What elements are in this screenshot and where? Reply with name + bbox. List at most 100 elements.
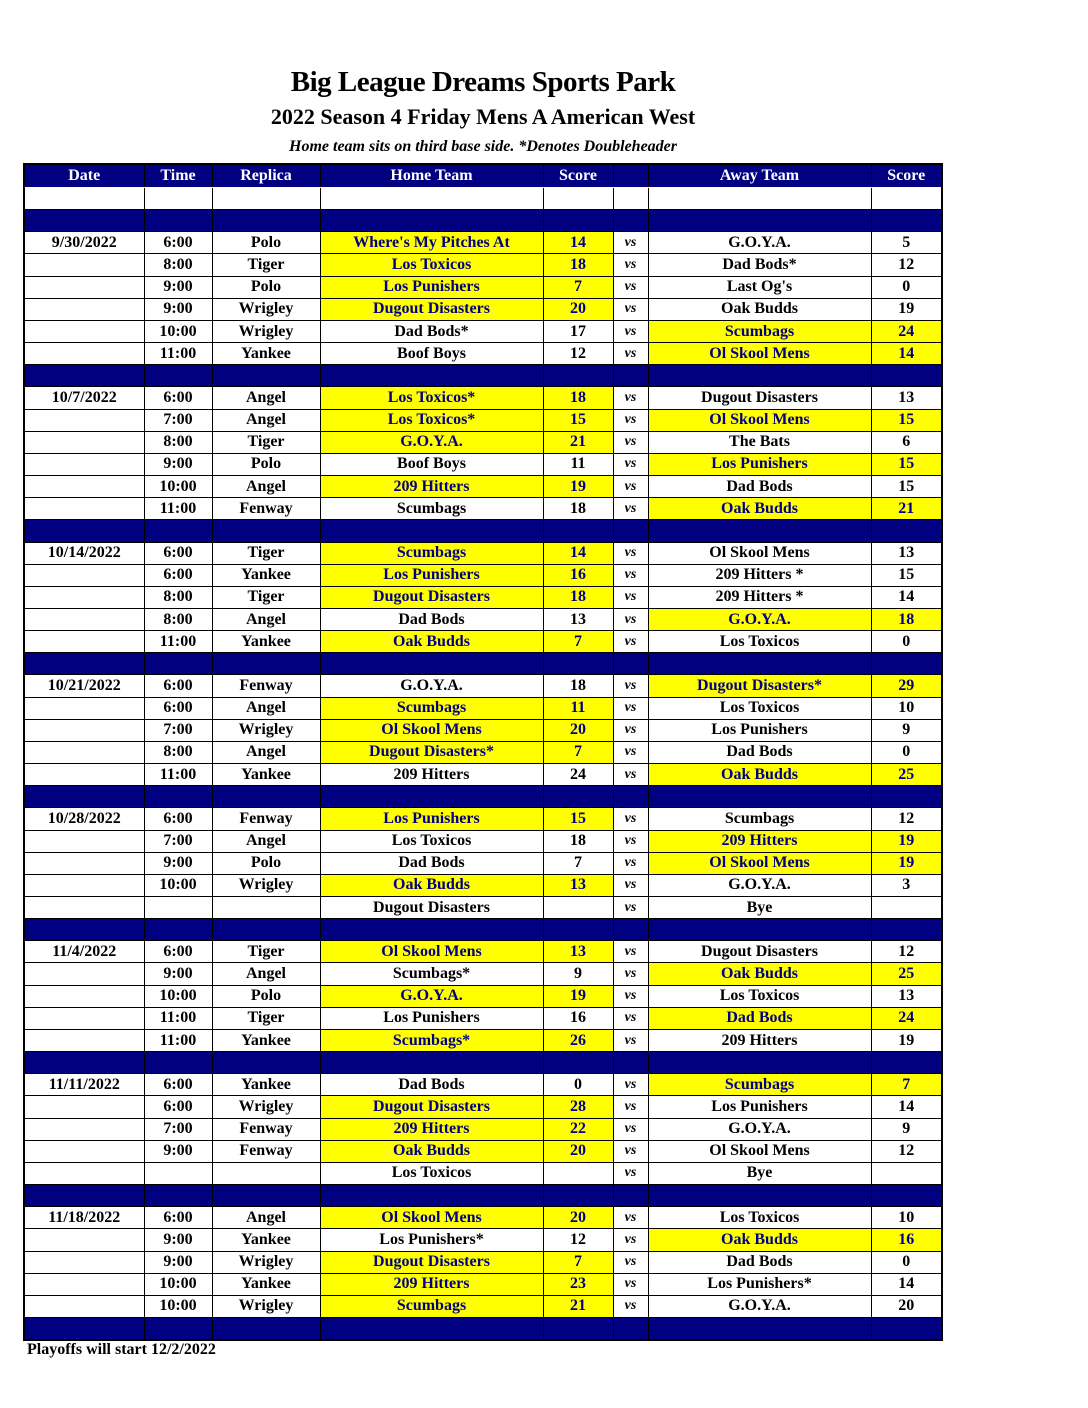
away-team-cell: Los Punishers — [647, 1095, 872, 1119]
vs-cell: vs — [612, 1272, 649, 1296]
date-cell — [23, 1095, 145, 1119]
empty-cell — [612, 186, 649, 211]
away-score-cell: 6 — [870, 430, 943, 454]
replica-cell: Angel — [211, 475, 321, 499]
replica-cell: Angel — [211, 696, 321, 720]
replica-cell: Yankee — [211, 1228, 321, 1252]
home-team-cell: Where's My Pitches At — [319, 231, 544, 255]
game-row: 6:00 Wrigley Dugout Disasters 28 vs Los Punis… — [23, 1095, 943, 1119]
empty-cell — [319, 785, 544, 809]
empty-cell — [647, 519, 872, 543]
game-row: 7:00 Angel Los Toxicos 18 vs 209 Hitters 19 — [23, 829, 943, 853]
home-team-cell: Los Punishers* — [319, 1228, 544, 1252]
home-team-cell: Oak Budds — [319, 873, 544, 898]
replica-cell: Tiger — [211, 430, 321, 454]
home-score-cell: 20 — [542, 1206, 614, 1230]
away-team-cell: 209 Hitters * — [647, 585, 872, 609]
replica-cell: Angel — [211, 386, 321, 410]
replica-cell: Tiger — [211, 253, 321, 277]
replica-cell: Tiger — [211, 940, 321, 964]
date-cell — [23, 873, 145, 898]
away-score-cell: 0 — [870, 740, 943, 765]
date-cell — [23, 1028, 145, 1053]
date-cell: 10/21/2022 — [23, 674, 145, 698]
empty-cell — [143, 364, 213, 388]
vs-cell: vs — [612, 563, 649, 587]
empty-cell — [23, 918, 145, 942]
home-team-cell: Dad Bods — [319, 607, 544, 632]
home-team-cell: 209 Hitters — [319, 763, 544, 787]
away-score-cell: 0 — [870, 1250, 943, 1274]
empty-cell — [319, 519, 544, 543]
away-team-cell: Dad Bods — [647, 740, 872, 765]
empty-cell — [542, 209, 614, 233]
home-team-cell: Los Toxicos — [319, 253, 544, 277]
date-cell — [23, 1228, 145, 1252]
game-row: 10:00 Yankee 209 Hitters 23 vs Los Punishers*… — [23, 1272, 943, 1296]
away-team-cell: Ol Skool Mens — [647, 541, 872, 565]
away-team-cell: G.O.Y.A. — [647, 873, 872, 898]
date-cell — [23, 1250, 145, 1274]
home-team-cell: Scumbags — [319, 497, 544, 521]
time-cell: 6:00 — [143, 807, 213, 831]
home-score-cell: 14 — [542, 541, 614, 565]
game-row: 8:00 Tiger Los Toxicos 18 vs Dad Bods* 12 — [23, 253, 943, 277]
header-replica: Replica — [211, 163, 321, 188]
replica-cell: Yankee — [211, 342, 321, 366]
game-row: 9:00 Wrigley Dugout Disasters 7 vs Dad Bods 0 — [23, 1250, 943, 1274]
date-cell — [23, 1139, 145, 1163]
time-cell — [143, 895, 213, 920]
header-home-score: Score — [542, 163, 614, 188]
empty-cell — [870, 1184, 943, 1208]
home-team-cell: 209 Hitters — [319, 1117, 544, 1141]
home-team-cell: Scumbags — [319, 696, 544, 720]
empty-cell — [542, 918, 614, 942]
week-separator — [23, 785, 943, 809]
empty-cell — [23, 1184, 145, 1208]
vs-cell: vs — [612, 829, 649, 853]
home-team-cell: Ol Skool Mens — [319, 718, 544, 742]
empty-cell — [319, 1316, 544, 1341]
home-score-cell: 20 — [542, 297, 614, 321]
vs-cell: vs — [612, 607, 649, 632]
vs-cell: vs — [612, 275, 649, 299]
vs-cell: vs — [612, 674, 649, 698]
away-score-cell — [870, 895, 943, 920]
home-score-cell: 28 — [542, 1095, 614, 1119]
game-row: 11/11/2022 6:00 Yankee Dad Bods 0 vs Scumbags 7 — [23, 1073, 943, 1097]
empty-cell — [612, 364, 649, 388]
away-team-cell: Dad Bods — [647, 475, 872, 499]
game-row: 6:00 Yankee Los Punishers 16 vs 209 Hitters *… — [23, 563, 943, 587]
vs-cell: vs — [612, 940, 649, 964]
replica-cell: Wrigley — [211, 1294, 321, 1318]
empty-cell — [143, 785, 213, 809]
vs-cell: vs — [612, 1095, 649, 1119]
home-score-cell: 11 — [542, 452, 614, 477]
date-cell — [23, 297, 145, 321]
home-score-cell: 19 — [542, 475, 614, 499]
time-cell: 10:00 — [143, 319, 213, 344]
date-cell — [23, 1161, 145, 1186]
empty-cell — [870, 186, 943, 211]
replica-cell: Wrigley — [211, 1095, 321, 1119]
empty-cell — [542, 186, 614, 211]
date-cell — [23, 342, 145, 366]
home-team-cell: Dugout Disasters — [319, 895, 544, 920]
vs-cell: vs — [612, 342, 649, 366]
empty-cell — [647, 785, 872, 809]
game-row: 9:00 Wrigley Dugout Disasters 20 vs Oak Budds… — [23, 297, 943, 321]
game-row: 11/4/2022 6:00 Tiger Ol Skool Mens 13 vs Dugou… — [23, 940, 943, 964]
away-team-cell: Oak Budds — [647, 297, 872, 321]
empty-cell — [319, 918, 544, 942]
empty-cell — [23, 1316, 145, 1341]
away-score-cell: 0 — [870, 630, 943, 654]
away-team-cell: Oak Budds — [647, 962, 872, 986]
time-cell: 11:00 — [143, 497, 213, 521]
replica-cell: Angel — [211, 740, 321, 765]
home-score-cell: 18 — [542, 829, 614, 853]
time-cell: 9:00 — [143, 1139, 213, 1163]
home-score-cell: 7 — [542, 1250, 614, 1274]
week-separator — [23, 1316, 943, 1341]
game-row: 7:00 Fenway 209 Hitters 22 vs G.O.Y.A. 9 — [23, 1117, 943, 1141]
away-team-cell: Bye — [647, 895, 872, 920]
